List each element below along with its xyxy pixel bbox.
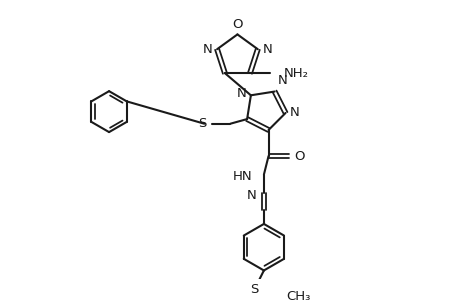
Text: N: N <box>290 106 299 119</box>
Text: O: O <box>294 149 304 163</box>
Text: CH₃: CH₃ <box>285 290 310 300</box>
Text: S: S <box>250 284 258 296</box>
Text: N: N <box>262 43 272 56</box>
Text: NH₂: NH₂ <box>283 67 308 80</box>
Text: HN: HN <box>233 170 252 183</box>
Text: N: N <box>236 87 246 100</box>
Text: S: S <box>197 117 206 130</box>
Text: N: N <box>202 43 212 56</box>
Text: N: N <box>277 74 286 87</box>
Text: N: N <box>246 189 256 202</box>
Text: O: O <box>232 18 242 31</box>
